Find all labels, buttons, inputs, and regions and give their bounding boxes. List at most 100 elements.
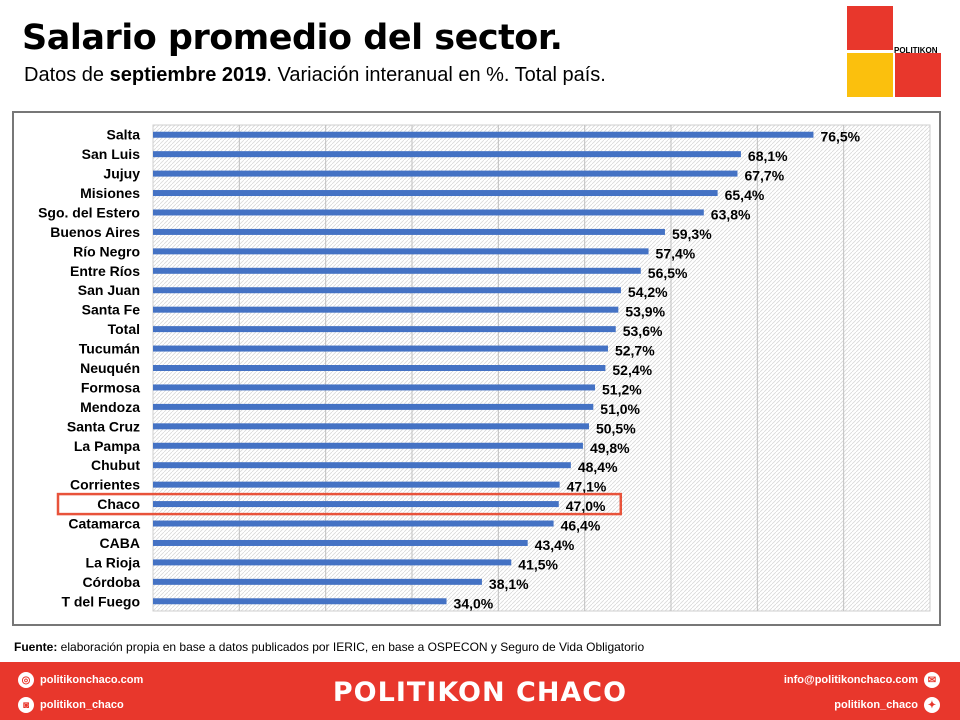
bar — [153, 481, 560, 488]
footer-email-text: info@politikonchaco.com — [783, 674, 918, 686]
category-label: Chaco — [97, 496, 140, 512]
value-label: 63,8% — [711, 206, 751, 222]
bar — [153, 403, 594, 410]
category-label: Buenos Aires — [50, 224, 140, 240]
value-label: 76,5% — [820, 129, 860, 145]
category-label: Santa Cruz — [67, 418, 140, 434]
bar — [153, 442, 583, 449]
logo-square-yellow — [847, 53, 893, 97]
bar — [153, 598, 447, 605]
category-label: San Luis — [82, 146, 141, 162]
bar — [153, 151, 741, 158]
bar — [153, 501, 559, 508]
category-label: Jujuy — [103, 166, 140, 182]
category-label: Entre Ríos — [70, 263, 140, 279]
page-title: Salario promedio del sector. — [22, 18, 563, 58]
bar — [153, 287, 621, 294]
category-label: Sgo. del Estero — [38, 204, 140, 220]
value-label: 53,9% — [625, 304, 665, 320]
value-label: 34,0% — [454, 595, 494, 611]
subtitle-prefix: Datos de — [24, 64, 110, 86]
category-label: La Rioja — [86, 554, 141, 570]
category-label: Río Negro — [73, 243, 140, 259]
category-label: La Pampa — [74, 438, 140, 454]
category-label: Santa Fe — [82, 302, 141, 318]
category-label: Corrientes — [70, 477, 140, 493]
mail-icon: ✉ — [924, 672, 940, 688]
value-label: 41,5% — [518, 556, 558, 572]
value-label: 57,4% — [656, 245, 696, 261]
bar — [153, 326, 616, 333]
bar — [153, 190, 718, 197]
value-label: 49,8% — [590, 440, 630, 456]
instagram-icon: ◙ — [18, 697, 34, 713]
category-label: Tucumán — [79, 341, 140, 357]
value-label: 67,7% — [744, 168, 784, 184]
bar — [153, 267, 641, 274]
value-label: 47,1% — [567, 479, 607, 495]
value-label: 38,1% — [489, 576, 529, 592]
bar — [153, 345, 608, 352]
logo-square-red — [847, 6, 893, 50]
twitter-icon: ✦ — [924, 697, 940, 713]
bar — [153, 559, 512, 566]
value-label: 54,2% — [628, 284, 668, 300]
category-label: Total — [108, 321, 140, 337]
value-label: 53,6% — [623, 323, 663, 339]
bar — [153, 539, 528, 546]
footer-website[interactable]: ◎ politikonchaco.com — [18, 672, 143, 688]
value-label: 52,7% — [615, 343, 655, 359]
value-label: 48,4% — [578, 459, 618, 475]
category-label: Formosa — [81, 379, 140, 395]
source-label: Fuente: — [14, 640, 58, 654]
category-label: Córdoba — [82, 574, 140, 590]
bar — [153, 365, 606, 371]
logo-square-white — [895, 6, 941, 50]
value-label: 68,1% — [748, 148, 788, 164]
subtitle-suffix: . Variación interanual en %. Total país. — [266, 64, 606, 86]
value-label: 56,5% — [648, 265, 688, 281]
category-label: San Juan — [78, 282, 140, 298]
value-label: 43,4% — [535, 537, 575, 553]
bar — [153, 170, 738, 177]
value-label: 51,0% — [600, 401, 640, 417]
bar — [153, 384, 596, 391]
footer-website-text: politikonchaco.com — [40, 674, 144, 686]
politikon-logo: POLITIKON — [847, 6, 943, 98]
footer-email[interactable]: info@politikonchaco.com ✉ — [784, 672, 940, 688]
value-label: 52,4% — [612, 362, 652, 378]
logo-square-red-2 — [895, 53, 941, 97]
source-note: Fuente: elaboración propia en base a dat… — [14, 640, 644, 654]
value-label: 46,4% — [561, 518, 601, 534]
footer-bar: ◎ politikonchaco.com ◙ politikon_chaco P… — [0, 662, 960, 720]
bar — [153, 578, 482, 585]
value-label: 47,0% — [566, 498, 606, 514]
category-label: Mendoza — [80, 399, 140, 415]
subtitle-date: septiembre 2019 — [109, 64, 267, 86]
category-label: Salta — [107, 127, 141, 143]
logo-text: POLITIKON — [894, 46, 938, 55]
bar — [153, 462, 571, 469]
footer-brand: POLITIKON CHACO — [332, 677, 628, 708]
value-label: 59,3% — [672, 226, 712, 242]
footer-instagram[interactable]: ◙ politikon_chaco — [18, 697, 124, 713]
value-label: 51,2% — [602, 381, 642, 397]
footer-twitter-text: politikon_chaco — [834, 699, 918, 711]
footer-twitter[interactable]: politikon_chaco ✦ — [834, 697, 940, 713]
highlight-box — [56, 492, 623, 516]
source-text: elaboración propia en base a datos publi… — [57, 640, 645, 654]
page-subtitle: Datos de septiembre 2019. Variación inte… — [24, 64, 606, 87]
value-label: 65,4% — [725, 187, 765, 203]
bar — [153, 209, 704, 216]
footer-instagram-text: politikon_chaco — [40, 699, 124, 711]
category-label: Chubut — [91, 457, 140, 473]
category-label: Catamarca — [68, 516, 140, 532]
category-label: Neuquén — [80, 360, 140, 376]
category-label: CABA — [100, 535, 140, 551]
bar — [153, 306, 619, 313]
bar — [153, 520, 554, 527]
bar — [153, 248, 649, 255]
category-label: T del Fuego — [61, 593, 140, 609]
bar — [153, 228, 665, 235]
